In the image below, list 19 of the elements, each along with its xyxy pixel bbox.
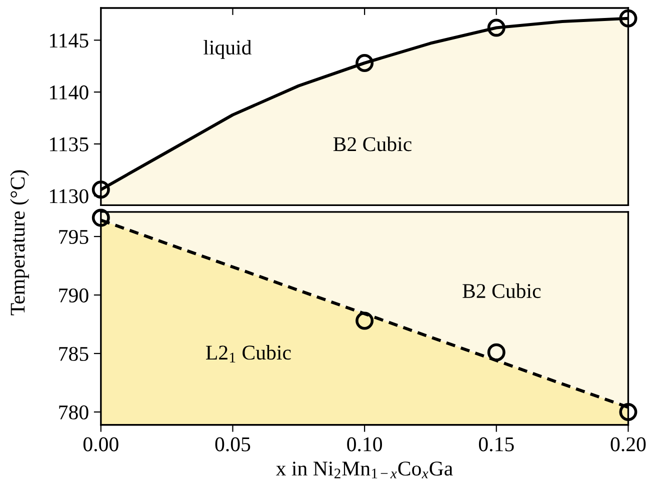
y-tick-label: 780: [59, 405, 88, 420]
y-tick-label: 1140: [50, 85, 88, 100]
annotation: liquid: [204, 40, 252, 59]
x-tick-label: 0.05: [215, 437, 250, 452]
x-tick-label: 0.20: [610, 437, 646, 452]
annotation: B2 Cubic: [333, 136, 412, 152]
y-axis-title: Temperature (°C): [10, 170, 29, 316]
annotation: L2$_{1}$ Cubic: [206, 345, 291, 362]
y-tick-label: 1130: [50, 189, 88, 204]
x-axis-title: x in Ni$_{2}$Mn$_{1−x}$Co$_{x}$Ga: [276, 462, 453, 478]
y-tick-label: 790: [59, 288, 88, 302]
x-tick-label: 0.00: [83, 437, 118, 452]
y-tick-label: 795: [59, 230, 88, 244]
x-tick-label: 0.15: [478, 437, 514, 452]
y-tick-label: 1135: [50, 137, 88, 152]
x-tick-label: 0.10: [347, 437, 382, 452]
y-tick-label: 1145: [50, 34, 88, 48]
annotation: B2 Cubic: [462, 283, 541, 298]
y-tick-label: 785: [59, 346, 88, 361]
